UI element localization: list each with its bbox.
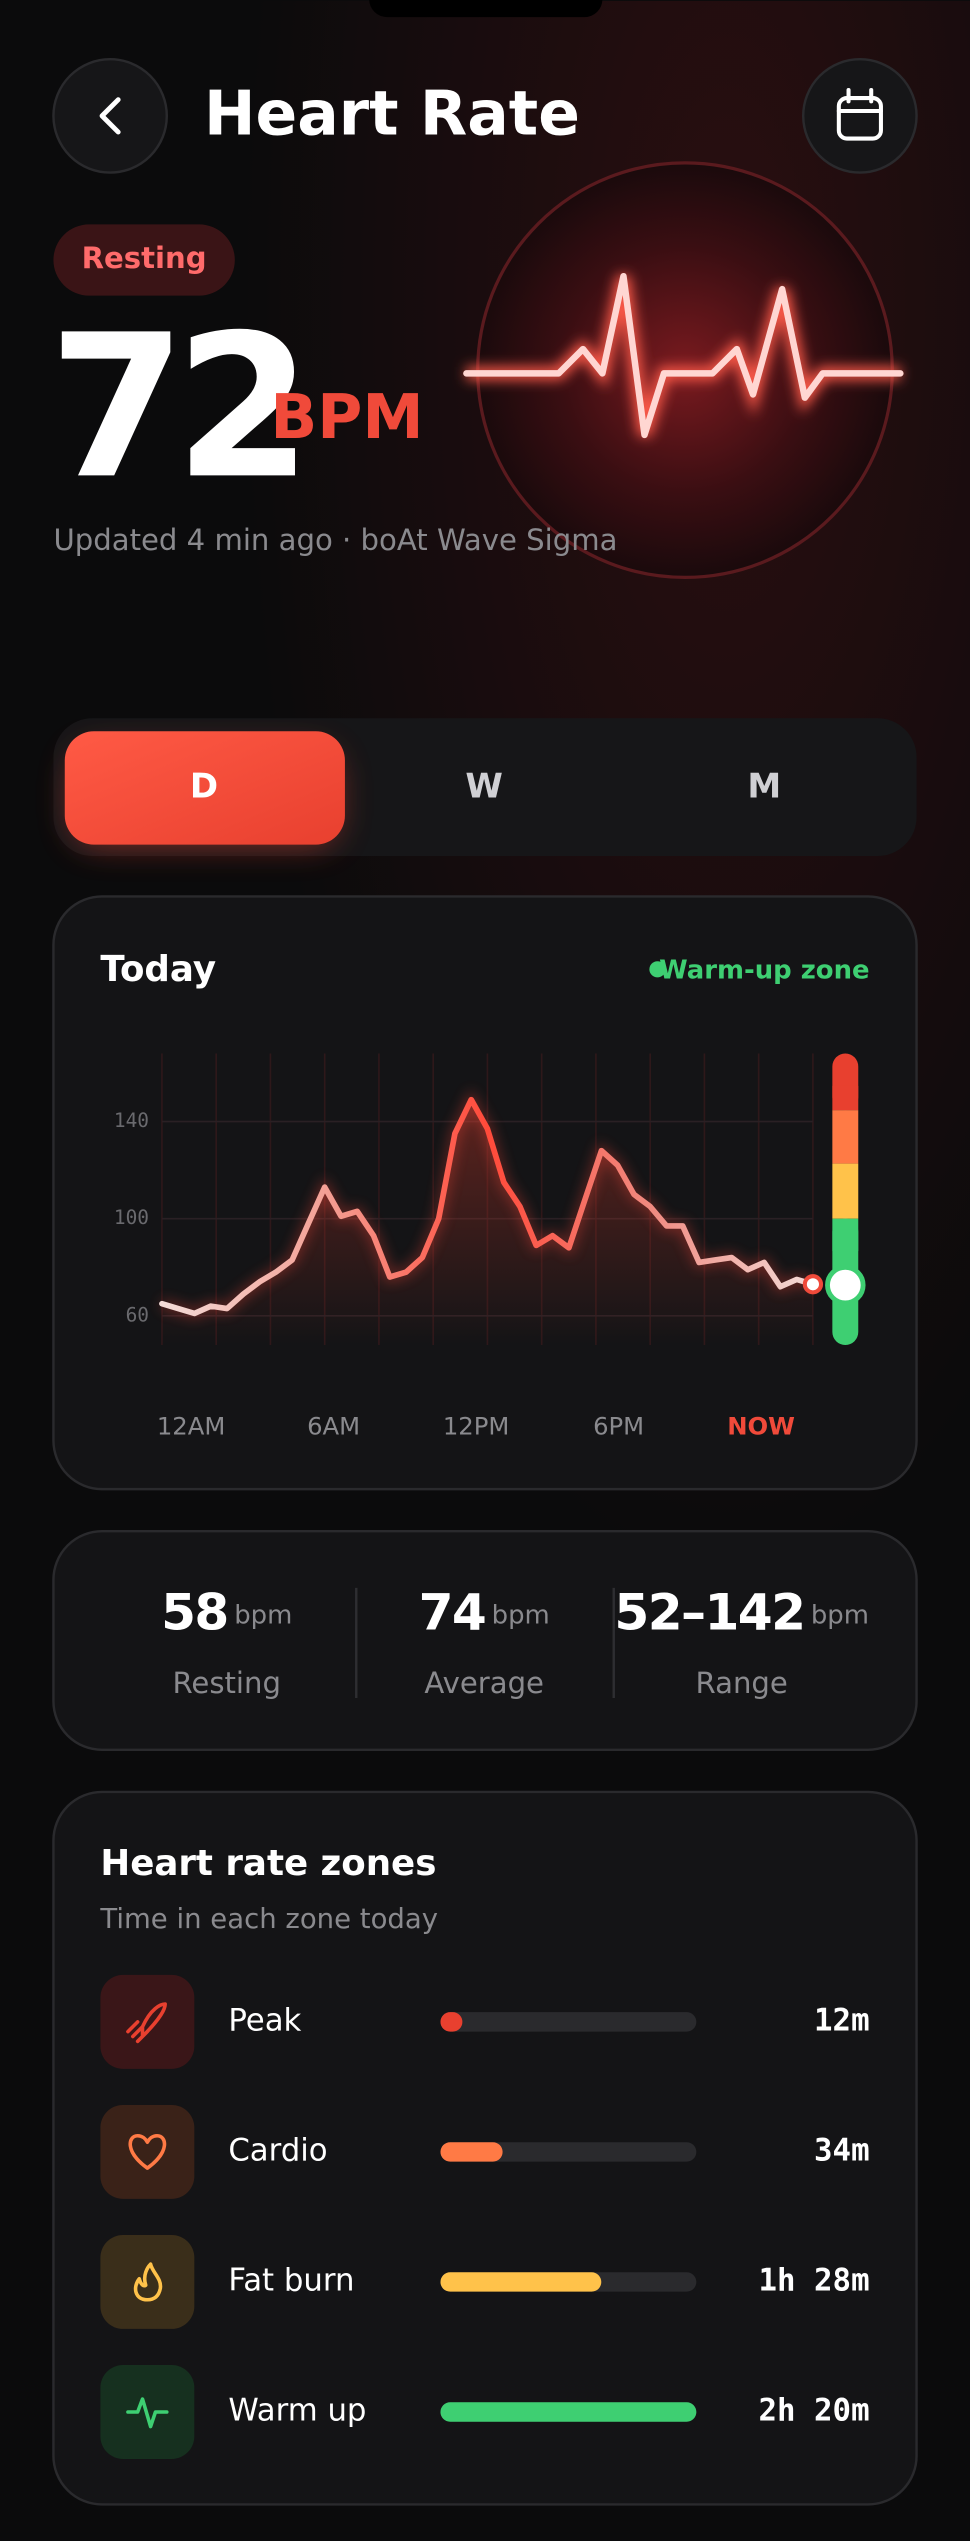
- zone-name: Fat burn: [228, 2262, 354, 2298]
- current-bpm: 72: [49, 292, 301, 522]
- x-tick-label: 12AM: [157, 1412, 225, 1441]
- gauge-cardio: [832, 1110, 859, 1164]
- stat-label: Average: [424, 1666, 544, 1700]
- zones-subtitle: Time in each zone today: [99, 1903, 438, 1935]
- zone-bar: [440, 2142, 503, 2162]
- calendar-button-bg[interactable]: [801, 57, 918, 174]
- ecg-line: [463, 272, 904, 439]
- tab[interactable]: D: [190, 766, 218, 806]
- zones-title: Heart rate zones: [100, 1843, 436, 1884]
- zone-time: 34m: [814, 2132, 870, 2168]
- zone-time: 1h 28m: [759, 2262, 870, 2298]
- stat-number: 52–142: [614, 1582, 804, 1641]
- back-icon[interactable]: [99, 97, 121, 135]
- stat-unit: bpm: [234, 1600, 292, 1630]
- zones-list: Peak 12m Cardio 34m Fat burn 1h 28m Warm up 2h …: [100, 1974, 870, 2459]
- zone-icon-bg: [100, 1974, 195, 2069]
- zone-icon: [133, 2262, 163, 2302]
- zone-bar: [440, 2402, 697, 2422]
- notch: [369, 0, 603, 18]
- plot: 60 100 140 12AM 6AM 12PM 6PM NOW: [114, 1089, 824, 1441]
- zone-icon-bg: [100, 2104, 195, 2199]
- zone-icon: [128, 2133, 167, 2170]
- updated-text: Updated 4 min ago · boAt Wave Sigma: [53, 523, 617, 557]
- zone-bar: [440, 2272, 602, 2292]
- stat-unit: bpm: [811, 1600, 869, 1630]
- x-tick-label: 12PM: [443, 1412, 510, 1441]
- tab[interactable]: M: [747, 766, 781, 806]
- stat-unit: bpm: [492, 1600, 550, 1630]
- zone-name: Peak: [228, 2002, 301, 2038]
- y-tick-label: 100: [114, 1206, 149, 1229]
- zone-name: Cardio: [228, 2132, 327, 2168]
- current-point: [802, 1274, 824, 1295]
- zone-dot: [649, 961, 666, 978]
- line-area: [161, 1099, 813, 1345]
- status-badge-text: Resting: [82, 241, 207, 275]
- zone-icon-bg: [100, 2234, 195, 2329]
- back-button[interactable]: [52, 57, 169, 174]
- zone-icon: [126, 2397, 169, 2429]
- zone-name: Warm up: [228, 2392, 366, 2428]
- zone-track: [440, 2012, 697, 2032]
- line: [159, 1096, 816, 1317]
- gauge-knob: [825, 1264, 866, 1306]
- chart-title: Today: [100, 949, 216, 990]
- stat-value: 74 bpm: [419, 1582, 550, 1641]
- stat-label: Range: [696, 1666, 788, 1700]
- stat-number: 74: [419, 1582, 486, 1641]
- zone-time: 12m: [814, 2002, 870, 2038]
- back-button-bg[interactable]: [52, 57, 169, 174]
- status-badge: [53, 224, 235, 296]
- x-tick-label: 6AM: [307, 1412, 360, 1441]
- tab-active[interactable]: [64, 731, 345, 845]
- calendar-icon-lines[interactable]: [836, 87, 883, 114]
- calendar-button[interactable]: [801, 57, 918, 174]
- stat-value: 52–142 bpm: [614, 1582, 869, 1641]
- page-title: Heart Rate: [204, 78, 580, 150]
- zone-label: Warm-up zone: [659, 955, 869, 985]
- x-tick-label: 6PM: [593, 1412, 644, 1441]
- y-tick-label: 140: [114, 1109, 149, 1132]
- gauge-fat-burn: [832, 1163, 859, 1219]
- stat-label: Resting: [172, 1666, 280, 1700]
- x-tick-label: NOW: [727, 1412, 795, 1441]
- zone-time: 2h 20m: [759, 2392, 870, 2428]
- zone-icon: [126, 2002, 167, 2044]
- calendar-icon[interactable]: [836, 96, 883, 141]
- zone-gauge: [825, 1053, 866, 1345]
- current-unit: BPM: [270, 381, 423, 453]
- zone-bar: [440, 2012, 463, 2032]
- stat-number: 58: [161, 1582, 228, 1641]
- stat-value: 58 bpm: [161, 1582, 292, 1641]
- y-tick-label: 60: [126, 1303, 149, 1326]
- stats-card: [52, 1530, 918, 1752]
- zone-track: [440, 2142, 697, 2162]
- gauge-peak: [832, 1085, 859, 1111]
- gauge-warm-up: [832, 1218, 859, 1252]
- tab[interactable]: W: [465, 766, 503, 806]
